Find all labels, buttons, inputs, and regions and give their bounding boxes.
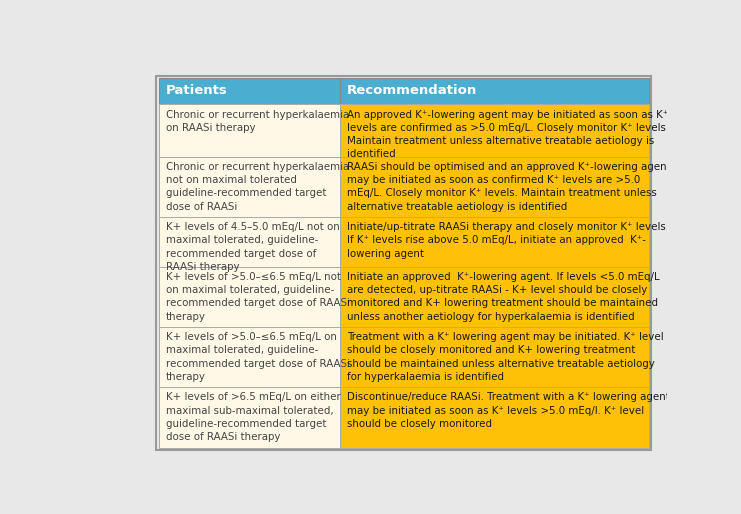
FancyBboxPatch shape [339,388,648,448]
FancyBboxPatch shape [159,388,339,448]
FancyBboxPatch shape [339,327,648,388]
Text: K+ levels of 4.5–5.0 mEq/L not on
maximal tolerated, guideline-
recommended targ: K+ levels of 4.5–5.0 mEq/L not on maxima… [166,222,340,272]
FancyBboxPatch shape [159,104,339,157]
FancyBboxPatch shape [159,217,339,267]
FancyBboxPatch shape [159,78,339,104]
FancyBboxPatch shape [156,76,651,450]
FancyBboxPatch shape [159,267,339,327]
Text: Treatment with a K⁺ lowering agent may be initiated. K⁺ level
should be closely : Treatment with a K⁺ lowering agent may b… [347,332,664,382]
FancyBboxPatch shape [159,327,339,388]
Text: Discontinue/reduce RAASi. Treatment with a K⁺ lowering agent
may be initiated as: Discontinue/reduce RAASi. Treatment with… [347,393,670,429]
Text: Initiate/up-titrate RAASi therapy and closely monitor K⁺ levels.
If K⁺ levels ri: Initiate/up-titrate RAASi therapy and cl… [347,222,669,259]
Text: Recommendation: Recommendation [347,84,477,98]
Text: Initiate an approved  K⁺-lowering agent. If levels <5.0 mEq/L
are detected, up-t: Initiate an approved K⁺-lowering agent. … [347,272,659,322]
Text: K+ levels of >5.0–≤6.5 mEq/L on
maximal tolerated, guideline-
recommended target: K+ levels of >5.0–≤6.5 mEq/L on maximal … [166,332,350,382]
Text: An approved K⁺-lowering agent may be initiated as soon as K⁺
levels are confirme: An approved K⁺-lowering agent may be ini… [347,109,669,159]
FancyBboxPatch shape [159,157,339,217]
FancyBboxPatch shape [339,78,648,104]
Text: Chronic or recurrent hyperkalaemia
not on maximal tolerated
guideline-recommende: Chronic or recurrent hyperkalaemia not o… [166,162,350,212]
FancyBboxPatch shape [339,267,648,327]
FancyBboxPatch shape [339,104,648,157]
Text: K+ levels of >6.5 mEq/L on either
maximal sub-maximal tolerated,
guideline-recom: K+ levels of >6.5 mEq/L on either maxima… [166,393,341,442]
FancyBboxPatch shape [339,157,648,217]
Text: RAASi should be optimised and an approved K⁺-lowering agent
may be initiated as : RAASi should be optimised and an approve… [347,162,671,212]
Text: Chronic or recurrent hyperkalaemia
on RAASi therapy: Chronic or recurrent hyperkalaemia on RA… [166,109,350,133]
FancyBboxPatch shape [339,217,648,267]
Text: K+ levels of >5.0–≤6.5 mEq/L not
on maximal tolerated, guideline-
recommended ta: K+ levels of >5.0–≤6.5 mEq/L not on maxi… [166,272,350,322]
Text: Patients: Patients [166,84,228,98]
